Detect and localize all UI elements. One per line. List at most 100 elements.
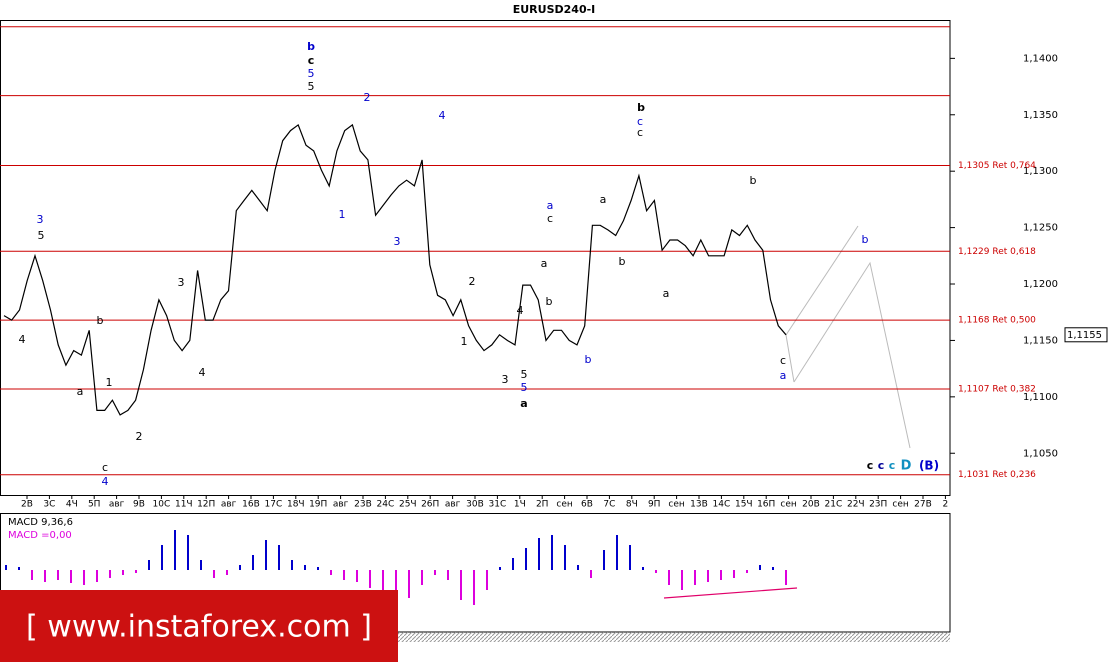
x-tick-label: авг [221,500,237,510]
macd-bar [96,570,98,582]
macd-bar [343,570,345,580]
macd-bar [681,570,683,590]
wave-label: 3 [502,373,509,386]
x-tick-label: сен [892,500,908,510]
macd-bar [733,570,735,578]
macd-bar [512,558,514,570]
macd-bar [317,567,319,570]
macd-bar [473,570,475,605]
macd-bar [460,570,462,600]
macd-bar [642,567,644,570]
macd-bar [122,570,124,575]
macd-bar [70,570,72,583]
macd-bar [447,570,449,580]
macd-bar [434,570,436,575]
macd-bar [278,545,280,570]
wave-label: a [780,369,787,382]
macd-bar [720,570,722,580]
wave-label: 4 [517,304,524,317]
macd-bar [629,545,631,570]
macd-bar [304,565,306,570]
macd-bar [135,570,137,573]
macd-bar [499,567,501,570]
x-tick-label: авг [445,500,461,510]
x-tick-label: 7С [603,500,615,510]
wave-label: 5 [521,368,528,381]
x-tick-label: 13В [690,500,708,510]
wave-label: 5 [38,229,45,242]
macd-bar [408,570,410,598]
macd-bar [18,567,20,570]
x-tick-label: сен [780,500,796,510]
x-tick-label: авг [333,500,349,510]
projection [793,261,911,449]
wave-label: b [637,101,645,114]
level-label: 1,1031 Ret 0,236 [958,470,1036,480]
wave-label: a [77,385,84,398]
x-tick-label: 18Ч [287,500,305,510]
wave-label: c [780,354,786,367]
wave-label: 1 [339,208,346,221]
x-tick-label: 26П [421,500,439,510]
wave-label: 3 [178,276,185,289]
x-tick-label: 3С [43,500,55,510]
x-tick-label: 16В [242,500,260,510]
wave-label: a [600,193,607,206]
x-tick-label: 27В [914,500,932,510]
macd-bar [213,570,215,578]
x-tick-label: сен [556,500,572,510]
x-tick-label: 4Ч [66,500,78,510]
wave-label: b [585,353,592,366]
wave-label: a [541,257,548,270]
macd-bar [109,570,111,578]
macd-bar [668,570,670,585]
wave-label: 4 [439,109,446,122]
x-tick-label: 31С [489,500,507,510]
wave-label: b [307,40,315,53]
wave-label: c [637,126,643,139]
x-tick-label: 14С [713,500,731,510]
x-tick-label: 23П [869,500,887,510]
y-tick-label: 1,1100 [1023,392,1058,403]
wave-label: b [619,255,626,268]
macd-bar [590,570,592,578]
x-tick-label: 9П [648,500,661,510]
x-tick-label: 12П [197,500,215,510]
macd-bar [200,560,202,570]
macd-bar [265,540,267,570]
x-tick-label: 30В [466,500,484,510]
macd-bar [564,545,566,570]
macd-bar [551,535,553,570]
current-price-box [1064,327,1108,343]
x-tick-label: сен [668,500,684,510]
x-tick-label: 20В [802,500,820,510]
x-tick-label: 17С [265,500,283,510]
macd-bar [291,560,293,570]
wave-label: b [97,314,104,327]
wave-label: c [637,115,643,128]
projection [785,225,859,336]
macd-bar [655,570,657,573]
macd-bar [486,570,488,590]
y-tick-label: 1,1050 [1023,448,1058,459]
watermark: [ www.instaforex.com ] [26,610,372,645]
wave-label: c [889,459,896,472]
y-tick-label: 1,1250 [1023,223,1058,234]
wave-label: c [878,459,885,472]
macd-bar [330,570,332,575]
x-tick-label: 2П [536,500,549,510]
wave-label: c [867,459,874,472]
y-tick-label: 1,1350 [1023,110,1058,121]
macd-bar [538,538,540,570]
wave-label: 4 [102,475,109,488]
wave-label: c [547,212,553,225]
price-line [3,123,787,416]
macd-bar [746,570,748,573]
macd-bar [785,570,787,585]
macd-bar [369,570,371,588]
macd-bar [707,570,709,582]
chart-title: EURUSD240-I [513,3,596,16]
